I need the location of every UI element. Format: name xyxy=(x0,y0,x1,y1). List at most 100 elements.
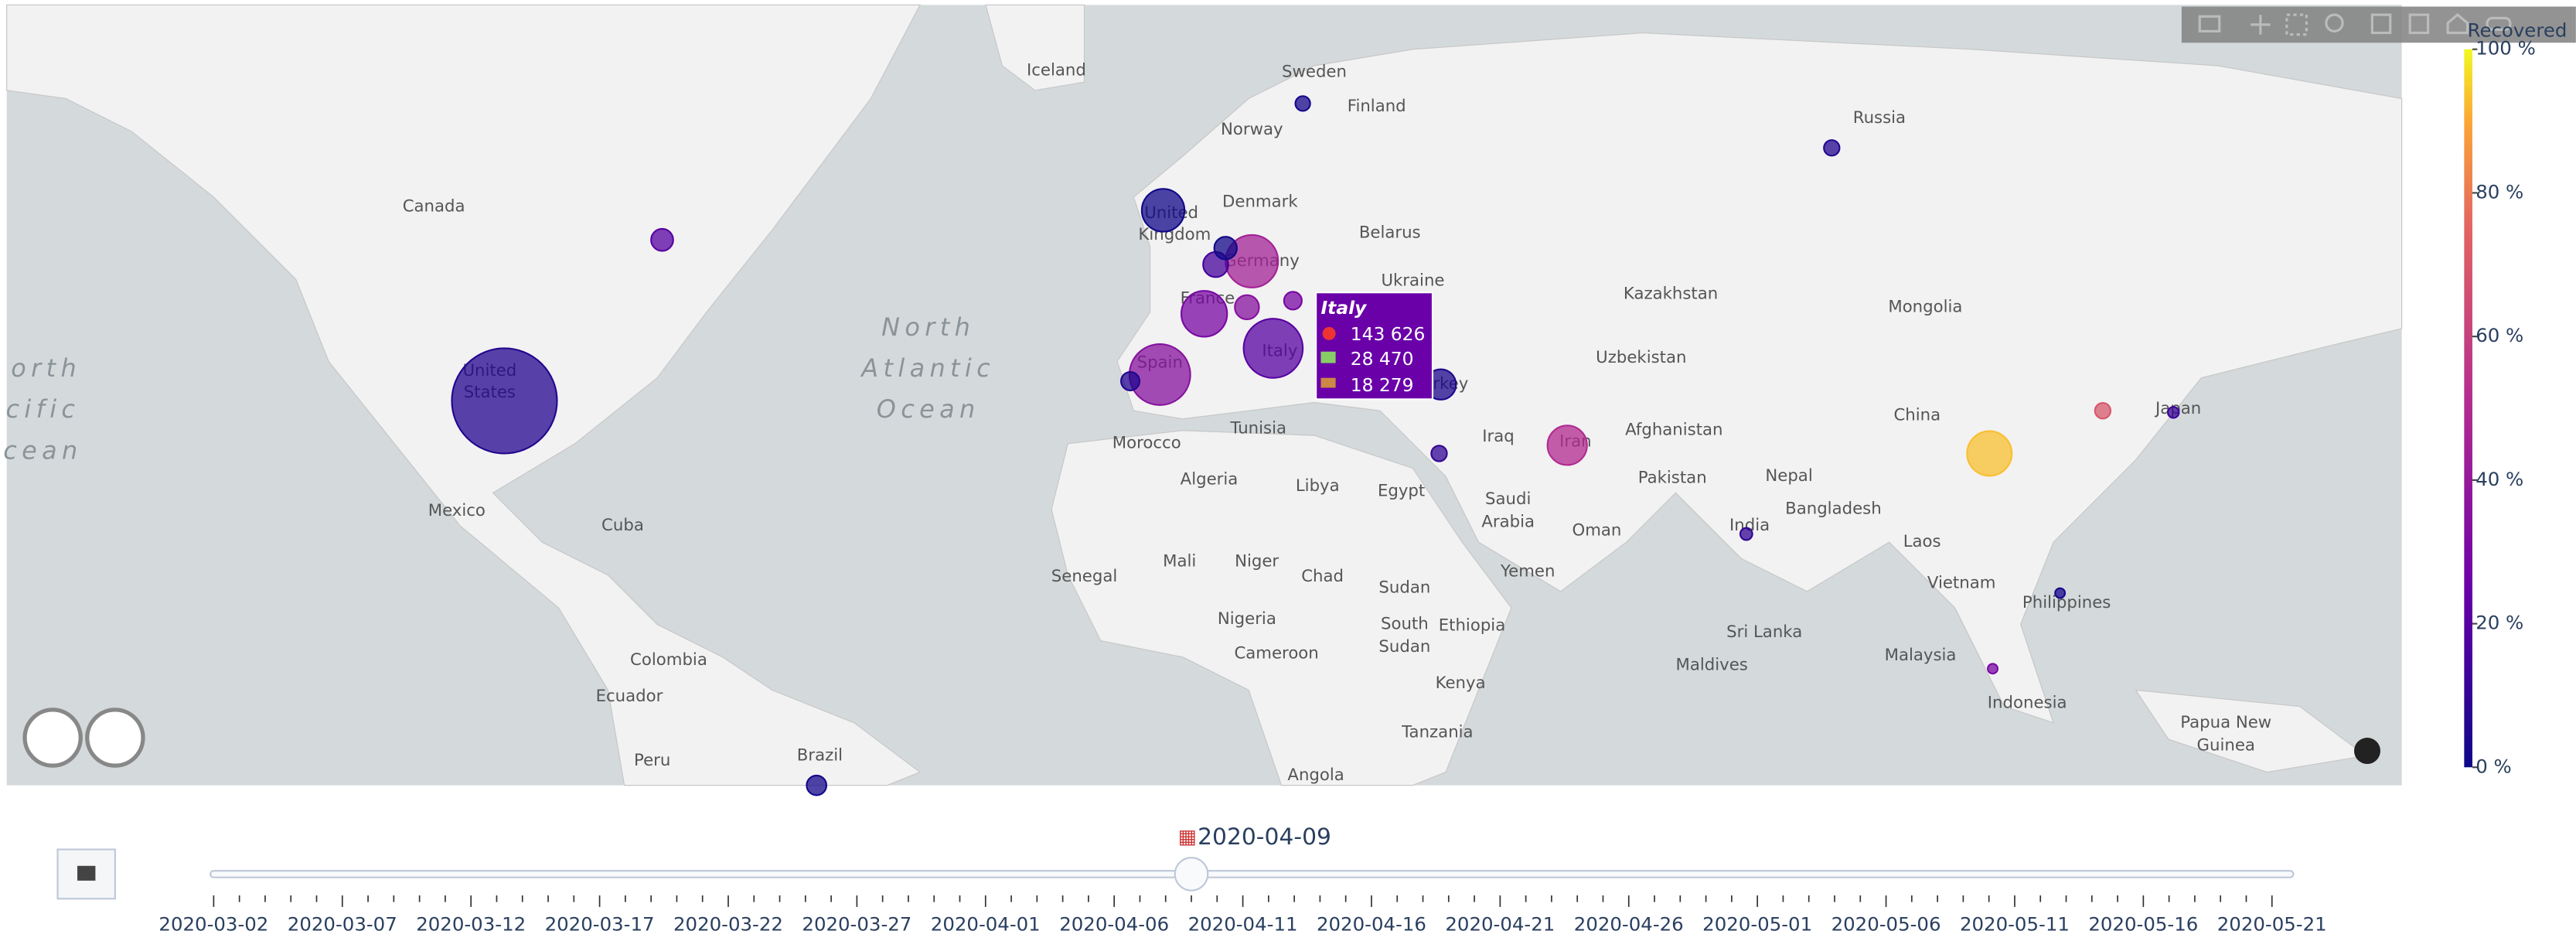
country-bubble xyxy=(1234,294,1260,321)
country-bubble xyxy=(1180,290,1228,338)
country-bubble xyxy=(650,227,674,252)
place-label: Kenya xyxy=(1436,673,1486,693)
place-label: Arabia xyxy=(1481,513,1535,532)
place-label: Papua New xyxy=(2180,713,2271,732)
calendar-icon: ▦ xyxy=(1178,826,1197,849)
country-bubble xyxy=(2094,402,2112,420)
place-label: Oman xyxy=(1573,520,1622,540)
place-label: Afghanistan xyxy=(1625,421,1722,440)
slider-tick-label: 2020-03-17 xyxy=(545,912,655,935)
slider-tick-label: 2020-05-11 xyxy=(1960,912,2070,935)
place-label: Saudi xyxy=(1485,489,1531,509)
place-label: Russia xyxy=(1853,108,1906,128)
place-label: Malaysia xyxy=(1885,646,1957,665)
place-label: Finland xyxy=(1348,97,1406,116)
slider-tick-label: 2020-04-26 xyxy=(1574,912,1684,935)
place-label: Chad xyxy=(1301,567,1344,586)
modebar-icons xyxy=(2198,13,2512,36)
place-label: Canada xyxy=(403,197,465,217)
tooltip: Italy 143 626 28 470 18 279 xyxy=(1315,292,1434,401)
country-bubble xyxy=(1966,430,2013,477)
colorbar-title: Recovered xyxy=(2468,19,2567,41)
slider-current: 2020-04-09 xyxy=(1198,824,1331,851)
country-bubble xyxy=(1120,370,1141,391)
place-label: Iraq xyxy=(1482,427,1514,446)
country-bubble xyxy=(1283,291,1303,311)
country-bubble xyxy=(1546,425,1588,466)
slider-handle[interactable] xyxy=(1174,857,1209,892)
colorbar-tick-label: 100 % xyxy=(2475,37,2536,60)
place-label: Yemen xyxy=(1500,561,1555,581)
place-label: Philippines xyxy=(2022,593,2111,612)
place-label: South xyxy=(1381,614,1429,633)
play-icon xyxy=(77,865,96,881)
place-label: Mexico xyxy=(428,501,486,520)
info-button[interactable] xyxy=(2353,738,2380,765)
colorbar-tick-label: 40 % xyxy=(2475,468,2523,490)
country-bubble xyxy=(451,347,558,455)
place-label: Indonesia xyxy=(1988,693,2067,712)
tooltip-title: Italy xyxy=(1320,297,1368,319)
place-label: Sudan xyxy=(1378,578,1430,598)
country-bubble xyxy=(1140,188,1186,233)
country-bubble xyxy=(1823,139,1841,157)
colorbar-tick-label: 60 % xyxy=(2475,324,2523,346)
colorbar-tick-label: 20 % xyxy=(2475,612,2523,634)
place-label: Iceland xyxy=(1027,60,1086,80)
place-label: Tanzania xyxy=(1401,723,1473,742)
country-bubble xyxy=(1430,445,1448,462)
slider-tick-label: 2020-03-02 xyxy=(158,912,268,935)
country-bubble xyxy=(806,774,828,796)
place-label: Cameroon xyxy=(1234,644,1318,663)
place-label: Bangladesh xyxy=(1785,500,1882,519)
slider-tick-label: 2020-04-21 xyxy=(1445,912,1555,935)
place-label: Mongolia xyxy=(1888,297,1962,316)
place-label: Tunisia xyxy=(1229,419,1286,438)
slider-tick-label: 2020-05-01 xyxy=(1702,912,1812,935)
slider-tick-label: 2020-03-27 xyxy=(802,912,911,935)
place-label: Egypt xyxy=(1378,481,1425,500)
place-label: Sweden xyxy=(1282,62,1347,81)
place-label: Algeria xyxy=(1181,469,1239,489)
place-label: Kazakhstan xyxy=(1624,284,1718,303)
place-label: Denmark xyxy=(1222,192,1298,211)
country-bubble xyxy=(1739,527,1753,541)
slider-tick-label: 2020-04-16 xyxy=(1317,912,1426,935)
place-label: Brazil xyxy=(797,745,843,765)
icon xyxy=(1320,377,1336,388)
map-buttons xyxy=(22,708,2380,900)
place-label: Pakistan xyxy=(1638,468,1707,487)
place-label: Uzbekistan xyxy=(1596,348,1686,367)
place-label: Belarus xyxy=(1359,223,1421,243)
place-label: China xyxy=(1893,406,1941,425)
slider-tick-label: 2020-03-07 xyxy=(288,912,397,935)
country-bubble xyxy=(1242,318,1304,379)
place-label: Niger xyxy=(1235,552,1279,571)
slider-tick-label: 2020-04-01 xyxy=(931,912,1041,935)
ocean-label: orth xyxy=(11,353,81,383)
place-label: Peru xyxy=(634,751,670,770)
place-label: Nigeria xyxy=(1218,609,1276,629)
place-label: Sudan xyxy=(1378,637,1430,656)
compass-button[interactable] xyxy=(22,708,83,768)
place-label: Cuba xyxy=(601,516,644,535)
country-bubble xyxy=(1987,663,1998,675)
slider-tick-label: 2020-03-12 xyxy=(416,912,526,935)
slider-tick-label: 2020-05-16 xyxy=(2088,912,2198,935)
tooltip-line: 28 470 xyxy=(1351,348,1414,370)
country-bubble xyxy=(2167,406,2180,419)
colorbar-tick-label: 0 % xyxy=(2475,755,2512,777)
country-bubble xyxy=(2054,587,2067,599)
place-label: Ukraine xyxy=(1381,271,1444,290)
place-label: Morocco xyxy=(1113,434,1181,453)
country-bubble xyxy=(1294,95,1311,112)
slider-tick-label: 2020-03-22 xyxy=(673,912,783,935)
place-label: Ethiopia xyxy=(1439,616,1505,636)
country-bubble xyxy=(1128,343,1191,406)
slider-track[interactable] xyxy=(210,870,2295,878)
slider-tick-label: 2020-05-21 xyxy=(2217,912,2327,935)
slider-tick-label: 2020-04-06 xyxy=(1059,912,1169,935)
place-label: Vietnam xyxy=(1927,573,1996,592)
pitch-button[interactable] xyxy=(85,708,145,768)
